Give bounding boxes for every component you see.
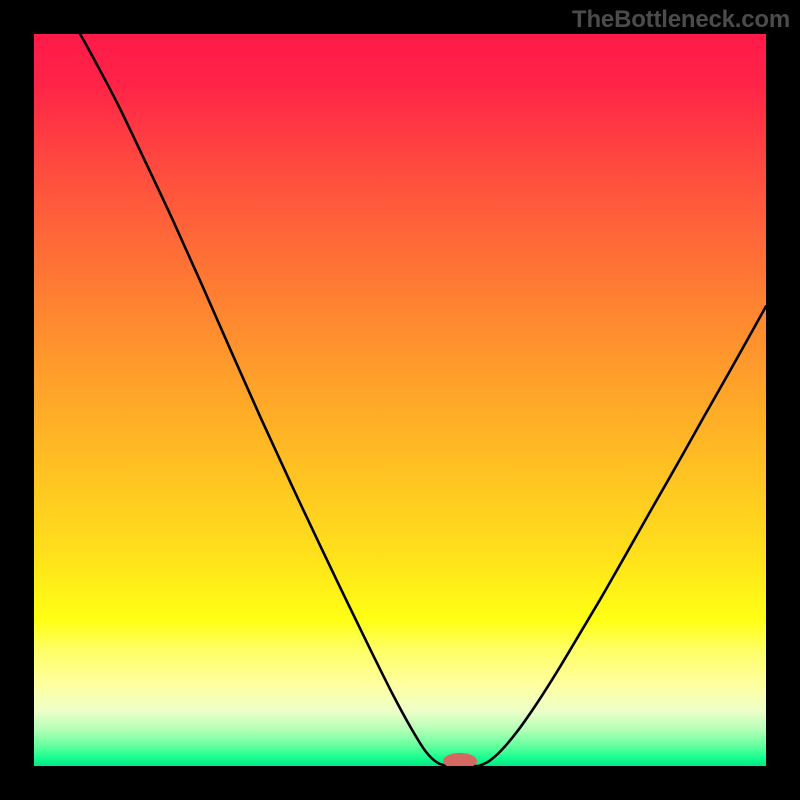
bottleneck-curve-chart [0, 0, 800, 800]
chart-frame: TheBottleneck.com [0, 0, 800, 800]
watermark-text: TheBottleneck.com [572, 6, 790, 34]
